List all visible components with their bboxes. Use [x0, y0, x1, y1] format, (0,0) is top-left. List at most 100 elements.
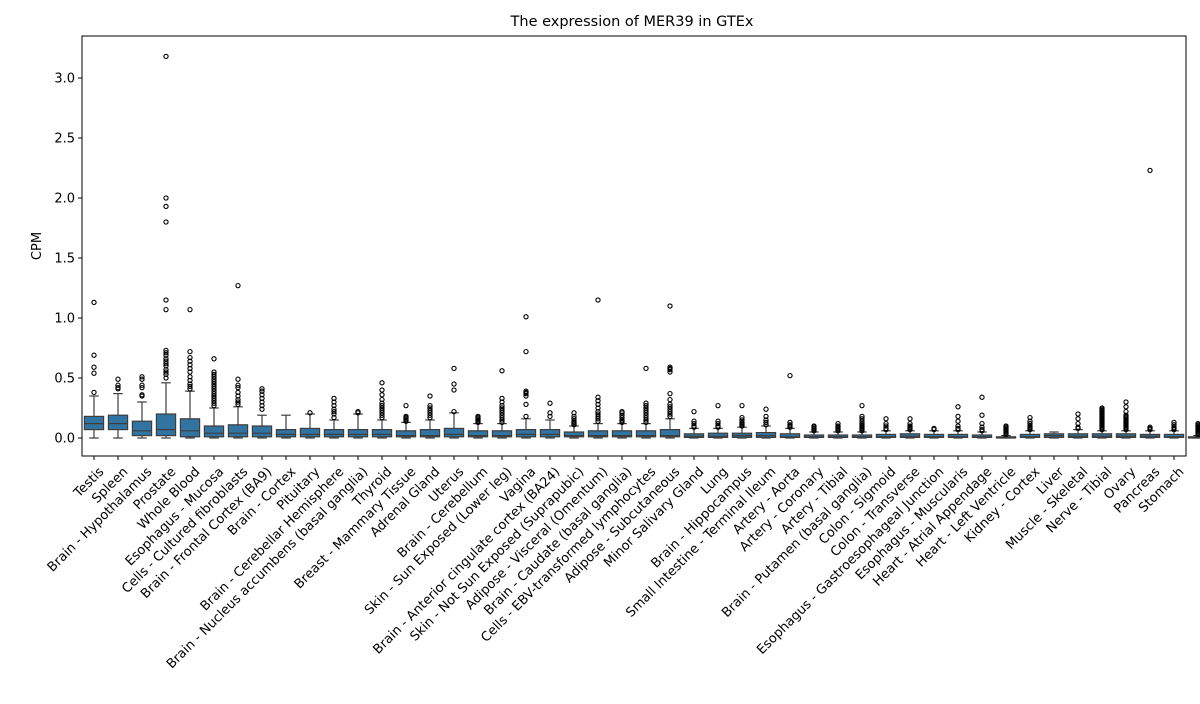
box-32 — [827, 420, 849, 439]
box-20 — [539, 400, 561, 439]
outlier-point — [883, 425, 889, 432]
outlier-point — [571, 416, 577, 422]
iqr-box — [539, 429, 561, 438]
outlier-point — [979, 394, 985, 400]
outlier-point — [355, 408, 361, 415]
outlier-point — [1099, 405, 1105, 411]
outlier-point — [163, 306, 169, 313]
outlier-point — [883, 423, 889, 429]
box-7 — [227, 282, 249, 439]
iqr-box — [515, 429, 537, 438]
outlier-point — [259, 399, 265, 405]
outlier-point — [163, 366, 169, 373]
iqr-box — [203, 425, 225, 438]
outlier-point — [907, 416, 913, 422]
outlier-point — [211, 390, 217, 397]
outlier-point — [163, 219, 169, 225]
outlier-point — [235, 384, 241, 391]
outlier-point — [955, 423, 961, 429]
outlier-point — [1075, 416, 1081, 422]
outlier-point — [499, 417, 505, 423]
outlier-point — [211, 376, 217, 382]
outlier-point — [379, 396, 385, 403]
iqr-box — [707, 432, 729, 439]
outlier-point — [163, 369, 169, 375]
box-44 — [1115, 399, 1137, 439]
outlier-point — [715, 423, 721, 429]
box-42 — [1067, 411, 1089, 439]
outlier-point — [1123, 412, 1129, 418]
outlier-point — [427, 410, 433, 416]
outlier-point — [211, 386, 217, 392]
outlier-point — [163, 356, 169, 362]
outlier-point — [619, 417, 625, 423]
outlier-point — [211, 381, 217, 387]
outlier-point — [523, 388, 529, 394]
outlier-point — [739, 419, 745, 426]
outlier-point — [691, 418, 697, 424]
outlier-point — [115, 376, 121, 382]
iqr-box — [323, 429, 345, 438]
outlier-point — [187, 306, 193, 313]
outlier-point — [427, 414, 433, 421]
outlier-point — [643, 402, 649, 409]
outlier-point — [187, 386, 193, 392]
outlier-point — [1027, 418, 1033, 424]
outlier-point — [163, 363, 169, 369]
outlier-point — [715, 420, 721, 427]
iqr-box — [419, 429, 441, 438]
outlier-point — [139, 382, 145, 388]
outlier-point — [331, 395, 337, 402]
outlier-point — [427, 393, 433, 399]
outlier-point — [523, 393, 529, 399]
outlier-point — [667, 390, 673, 397]
outlier-point — [187, 374, 193, 380]
outlier-point — [523, 314, 529, 320]
iqr-box — [683, 433, 705, 438]
iqr-box — [659, 429, 681, 438]
outlier-point — [427, 407, 433, 414]
outlier-point — [595, 405, 601, 411]
outlier-point — [715, 418, 721, 424]
outlier-point — [211, 398, 217, 404]
outlier-point — [667, 406, 673, 412]
iqr-box — [563, 431, 585, 438]
box-28 — [731, 402, 753, 439]
outlier-point — [91, 299, 97, 306]
outlier-point — [187, 358, 193, 364]
y-tick-label: 3.0 — [54, 72, 75, 87]
box-17 — [467, 413, 489, 439]
outlier-point — [619, 414, 625, 421]
outlier-point — [211, 371, 217, 378]
outlier-point — [979, 420, 985, 427]
outlier-point — [499, 419, 505, 426]
outlier-point — [379, 387, 385, 393]
plot-frame — [81, 35, 1187, 457]
outlier-point — [379, 405, 385, 411]
box-41 — [1043, 431, 1065, 439]
outlier-point — [1123, 404, 1129, 410]
iqr-box — [1067, 433, 1089, 438]
y-tick-label: 0.5 — [54, 372, 75, 387]
outlier-point — [715, 402, 721, 409]
outlier-point — [739, 414, 745, 421]
outlier-point — [619, 408, 625, 415]
outlier-point — [499, 414, 505, 421]
outlier-point — [979, 424, 985, 430]
outlier-point — [163, 375, 169, 381]
outlier-point — [235, 399, 241, 405]
outlier-point — [955, 404, 961, 410]
outlier-point — [331, 414, 337, 421]
iqr-box — [299, 427, 321, 438]
outlier-point — [259, 392, 265, 398]
box-22 — [587, 297, 609, 439]
iqr-box — [587, 430, 609, 438]
outlier-point — [331, 402, 337, 409]
outlier-point — [1171, 424, 1177, 430]
outlier-point — [883, 416, 889, 422]
outlier-point — [499, 410, 505, 416]
outlier-point — [595, 408, 601, 415]
outlier-point — [667, 408, 673, 415]
